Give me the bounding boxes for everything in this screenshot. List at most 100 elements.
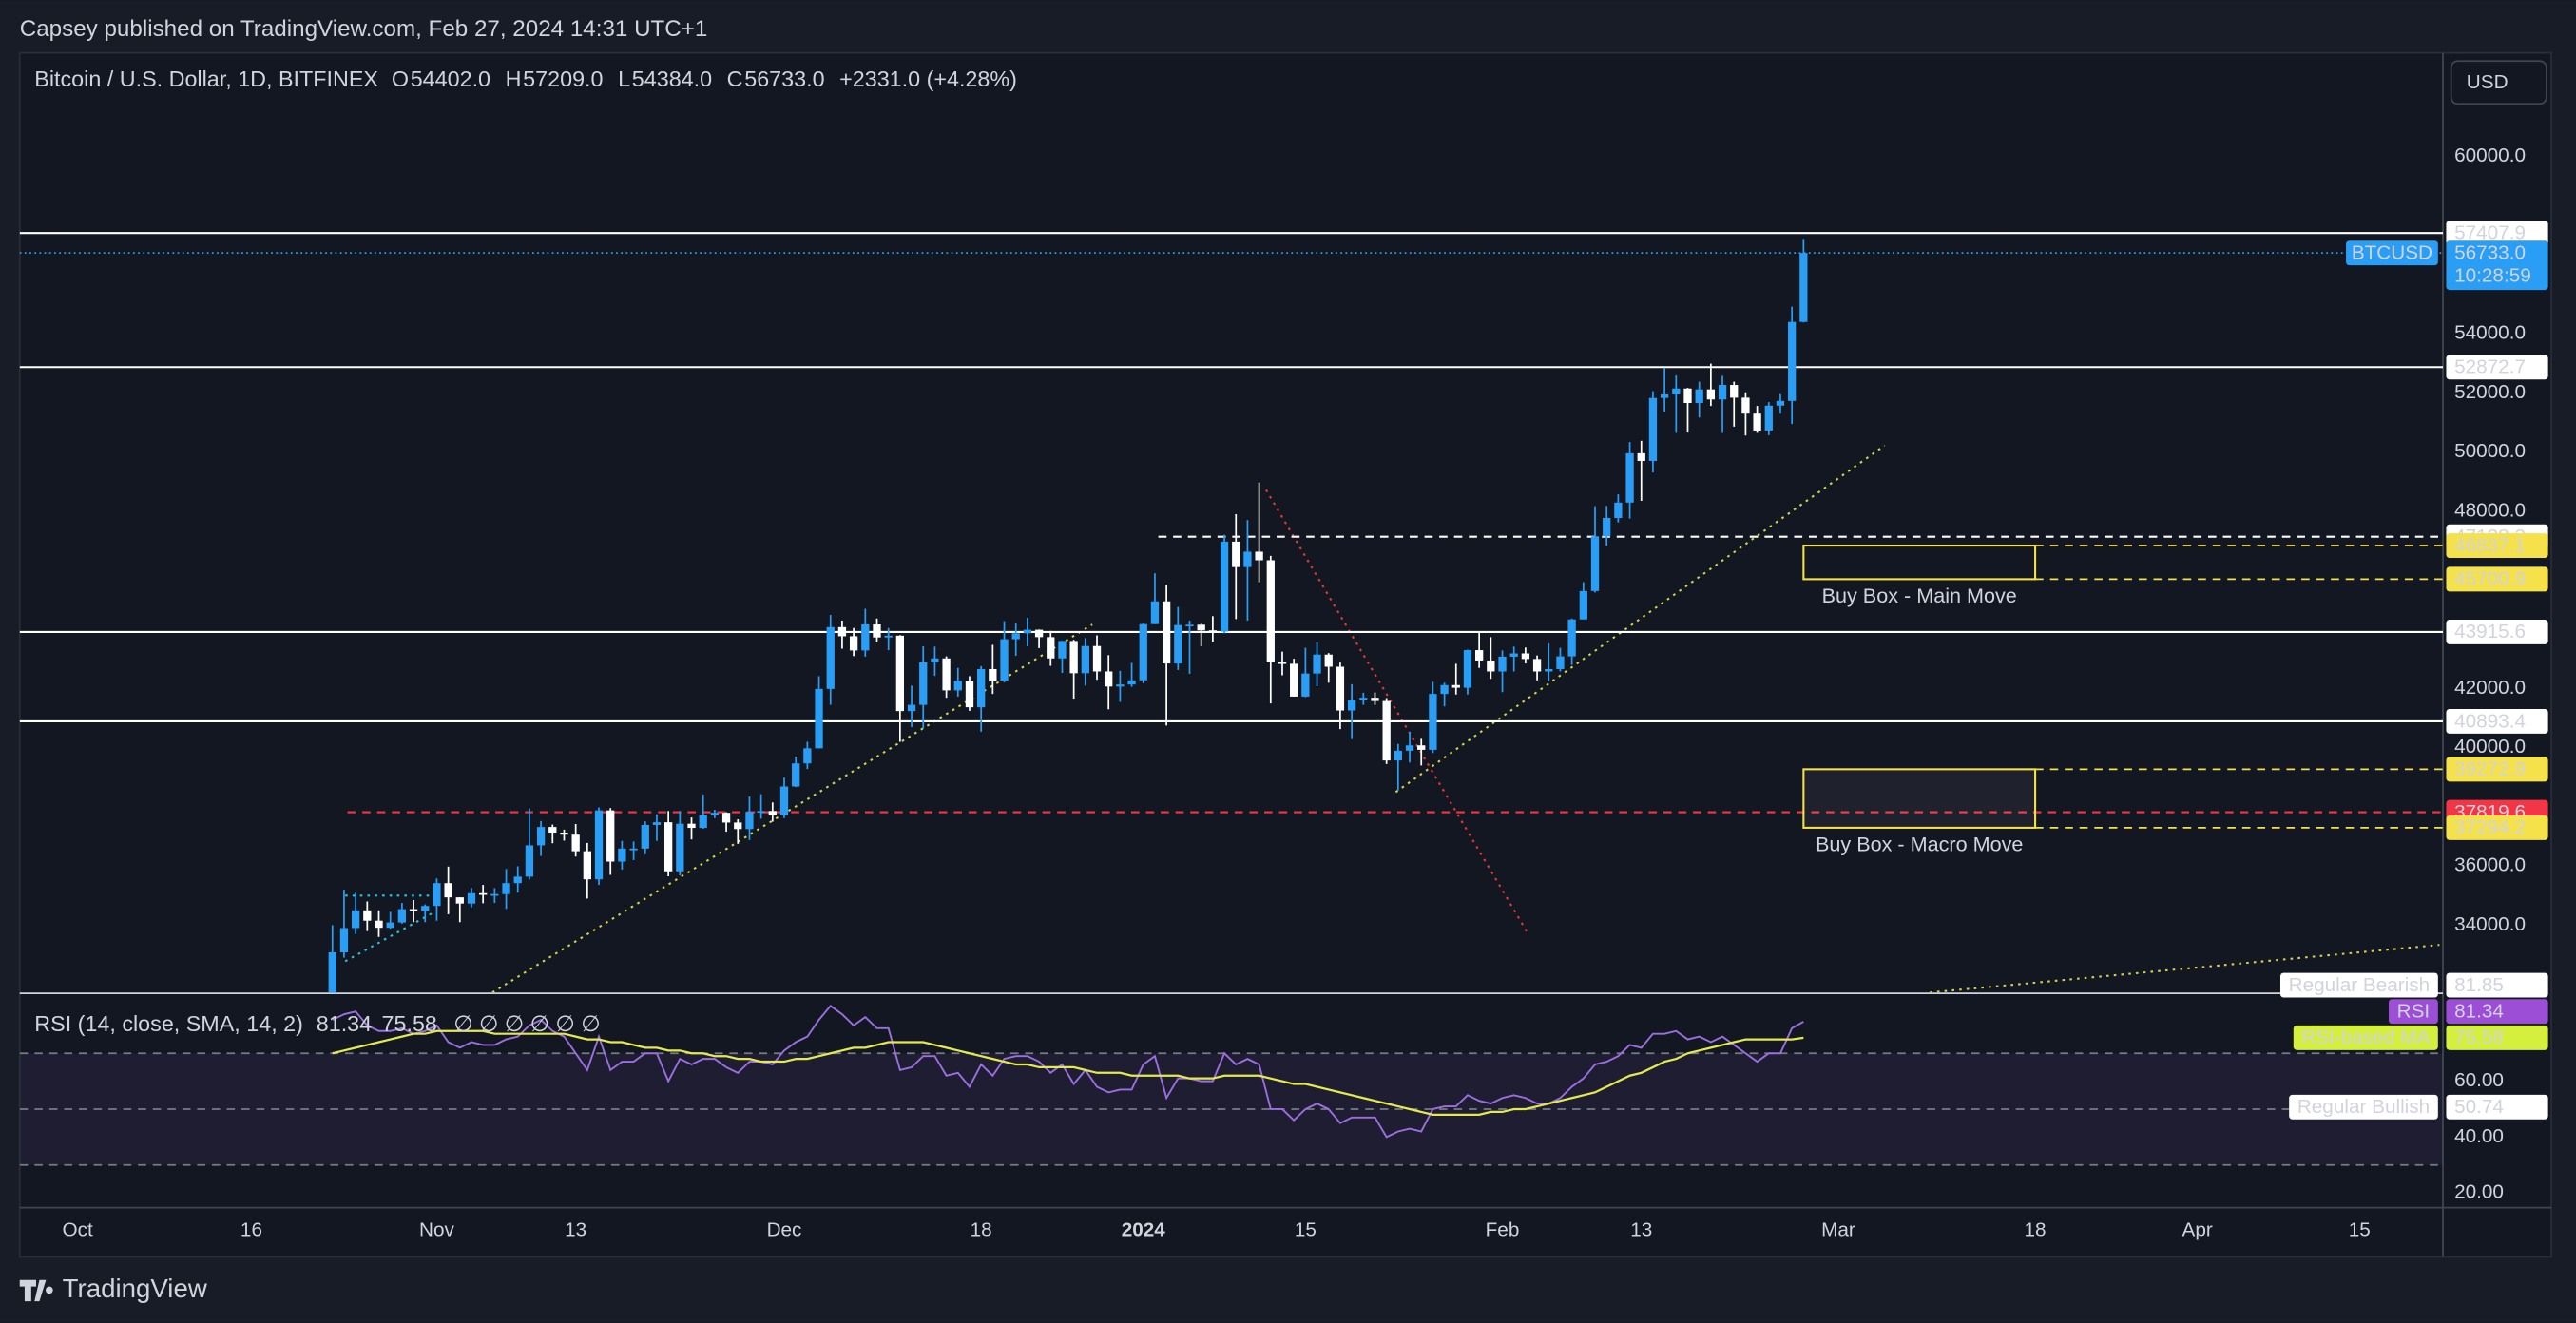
candle-body bbox=[1567, 619, 1576, 657]
candle-body bbox=[1776, 400, 1785, 406]
rsi-pane bbox=[19, 1005, 2444, 1166]
axis-label-bg bbox=[2446, 566, 2548, 592]
candle-body bbox=[1753, 413, 1761, 431]
candle-body bbox=[375, 920, 383, 929]
rsi-label-name-bg bbox=[2279, 972, 2438, 998]
candle-body bbox=[1545, 668, 1553, 672]
candle-body bbox=[1174, 624, 1182, 664]
candle-body bbox=[513, 876, 522, 884]
buy-box-label: Buy Box - Macro Move bbox=[1816, 833, 2023, 856]
buy-box bbox=[1802, 768, 2037, 829]
candle-body bbox=[1614, 502, 1623, 519]
x-tick-label: 15 bbox=[1295, 1218, 1317, 1240]
trend-line bbox=[1265, 489, 1529, 934]
candle-body bbox=[710, 813, 720, 815]
candle-body bbox=[1521, 653, 1530, 660]
candle-body bbox=[1417, 745, 1426, 750]
candle-body bbox=[1509, 653, 1518, 657]
candle-body bbox=[560, 833, 568, 835]
candle-body bbox=[1278, 662, 1287, 664]
candle-body bbox=[1232, 541, 1240, 567]
candle-body bbox=[1556, 656, 1565, 669]
ohlc-value: 54384.0 bbox=[632, 67, 712, 91]
axis-label-bg bbox=[2446, 220, 2548, 246]
candle-body bbox=[1011, 633, 1020, 640]
candle-body bbox=[779, 786, 789, 815]
ohlc-key: H bbox=[506, 67, 522, 91]
candle-body bbox=[467, 892, 476, 904]
rsi-label-value-bg bbox=[2446, 972, 2548, 998]
buy-box-label: Buy Box - Main Move bbox=[1822, 584, 2017, 607]
candle-body bbox=[1290, 663, 1298, 697]
ohlc-key: O bbox=[392, 67, 409, 91]
candle-body bbox=[1081, 645, 1089, 674]
x-tick-label: Dec bbox=[767, 1218, 802, 1240]
axis-label-bg bbox=[2446, 355, 2548, 380]
candle-body bbox=[1105, 671, 1113, 687]
candle-body bbox=[873, 624, 881, 638]
currency-button[interactable] bbox=[2450, 60, 2547, 105]
candle-body bbox=[768, 811, 777, 815]
candle-body bbox=[1197, 624, 1205, 631]
candle-body bbox=[1266, 560, 1275, 662]
candle-body bbox=[1000, 639, 1009, 681]
candle-body bbox=[699, 815, 707, 829]
candle-body bbox=[676, 823, 684, 872]
currency[interactable]: USD bbox=[2467, 71, 2509, 93]
candle-body bbox=[977, 668, 986, 708]
ohlc-value: 57209.0 bbox=[523, 67, 603, 91]
price-tag: 56733.0 bbox=[2454, 242, 2526, 264]
price-pane bbox=[19, 232, 2444, 993]
x-tick-label: 13 bbox=[565, 1218, 586, 1240]
candle-body bbox=[618, 848, 626, 862]
candle-body bbox=[536, 827, 546, 846]
y-tick-label: 60000.0 bbox=[2454, 144, 2526, 166]
rsi-label-value-bg bbox=[2446, 1094, 2548, 1120]
candle-body bbox=[849, 636, 858, 651]
candle-body bbox=[351, 910, 360, 929]
candle-body bbox=[490, 893, 499, 896]
candle-body bbox=[1023, 629, 1032, 634]
axis-label: 45700.9 bbox=[2454, 568, 2526, 590]
x-tick-label: 18 bbox=[971, 1218, 992, 1240]
rsi-line bbox=[332, 1005, 1804, 1139]
candle-body bbox=[815, 688, 823, 749]
price-tag-bg bbox=[2446, 240, 2548, 291]
ohlc-value: 54402.0 bbox=[411, 67, 490, 91]
candle-body bbox=[1336, 666, 1345, 711]
rsi-label-value: 81.85 bbox=[2454, 974, 2504, 996]
candle-body bbox=[942, 658, 951, 691]
logo-text: TradingView bbox=[63, 1274, 208, 1303]
x-tick-label: 13 bbox=[1630, 1218, 1652, 1240]
candle-body bbox=[1359, 698, 1368, 700]
rsi-ma-line bbox=[332, 1029, 1804, 1116]
x-tick-label: Oct bbox=[63, 1218, 93, 1240]
candle-body bbox=[1139, 623, 1147, 681]
candle-body bbox=[606, 810, 615, 862]
candle-body bbox=[433, 883, 441, 907]
candle-body bbox=[826, 626, 835, 689]
x-tick-label: Apr bbox=[2182, 1218, 2213, 1240]
axis-label: 40893.4 bbox=[2454, 710, 2526, 732]
candle-body bbox=[1127, 680, 1136, 685]
axis-label: 46837.1 bbox=[2454, 534, 2526, 556]
candle-body bbox=[386, 922, 394, 929]
candle-body bbox=[895, 635, 905, 712]
candle-body bbox=[525, 845, 534, 877]
author-line: Capsey published on TradingView.com, Feb… bbox=[20, 16, 708, 42]
rsi-label-name-bg bbox=[2388, 999, 2438, 1025]
axis-label-bg bbox=[2446, 533, 2548, 558]
candle-body bbox=[1047, 637, 1055, 659]
candle-body bbox=[1741, 397, 1750, 414]
rsi-title: RSI (14, close, SMA, 14, 2) bbox=[34, 1011, 303, 1036]
candle-body bbox=[837, 626, 847, 637]
x-tick-label: 18 bbox=[2025, 1218, 2047, 1240]
candle-body bbox=[1706, 389, 1716, 400]
candle-body bbox=[1371, 698, 1379, 701]
candle-body bbox=[884, 635, 893, 638]
candle-body bbox=[455, 897, 464, 904]
candle-body bbox=[479, 892, 488, 895]
candle-body bbox=[1405, 745, 1414, 751]
candle-body bbox=[1695, 389, 1703, 403]
